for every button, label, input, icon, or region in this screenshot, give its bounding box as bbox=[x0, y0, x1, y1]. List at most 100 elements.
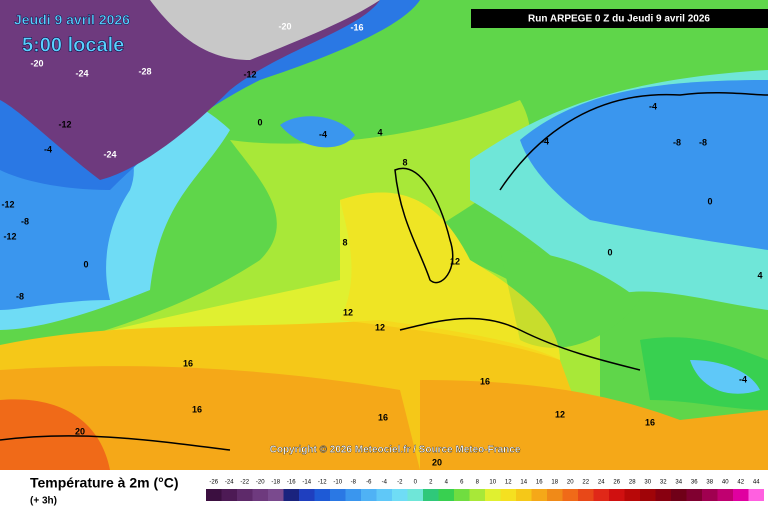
coastlines bbox=[0, 92, 768, 451]
contour-label: -20 bbox=[278, 21, 291, 31]
contour-label: 16 bbox=[378, 412, 388, 422]
legend-swatch bbox=[345, 489, 361, 501]
legend-label: 34 bbox=[675, 480, 682, 486]
legend-swatch bbox=[609, 489, 625, 501]
legend-label: 30 bbox=[644, 480, 651, 486]
legend-swatch bbox=[283, 489, 299, 501]
contour-label: 0 bbox=[707, 196, 712, 206]
legend-label: 6 bbox=[460, 480, 464, 486]
time-label: 5:00 locale bbox=[22, 34, 124, 56]
legend-swatch bbox=[330, 489, 346, 501]
legend-label: -24 bbox=[225, 480, 234, 486]
run-title: Run ARPEGE 0 Z du Jeudi 9 avril 2026 bbox=[528, 14, 710, 25]
legend-label: 26 bbox=[613, 480, 620, 486]
contour-label: -4 bbox=[739, 374, 747, 384]
legend-label: 20 bbox=[567, 480, 574, 486]
legend-label: 42 bbox=[737, 480, 744, 486]
contour-label: 20 bbox=[432, 457, 442, 467]
contour-label: -12 bbox=[3, 231, 16, 241]
legend-swatch bbox=[392, 489, 408, 501]
legend-swatch bbox=[717, 489, 733, 501]
legend-swatch bbox=[516, 489, 532, 501]
contour-label: -4 bbox=[319, 129, 327, 139]
contour-label: -12 bbox=[58, 119, 71, 129]
contour-label: 12 bbox=[450, 256, 460, 266]
legend-swatch bbox=[314, 489, 330, 501]
legend-label: 44 bbox=[753, 480, 760, 486]
legend-swatch bbox=[237, 489, 253, 501]
legend-swatch bbox=[407, 489, 423, 501]
legend-swatch bbox=[531, 489, 547, 501]
legend-label: -10 bbox=[333, 480, 342, 486]
legend-label: -22 bbox=[240, 480, 249, 486]
legend-label: 10 bbox=[489, 480, 496, 486]
contour-label: -24 bbox=[103, 149, 116, 159]
contour-label: 16 bbox=[480, 376, 490, 386]
legend-label: 12 bbox=[505, 480, 512, 486]
legend-swatch bbox=[547, 489, 563, 501]
legend-label: 4 bbox=[445, 480, 449, 486]
legend-swatch bbox=[438, 489, 454, 501]
contour-label: 0 bbox=[607, 247, 612, 257]
legend-label: 24 bbox=[598, 480, 605, 486]
legend-swatch bbox=[469, 489, 485, 501]
legend-swatch bbox=[702, 489, 718, 501]
contour-label: -24 bbox=[75, 68, 88, 78]
footer-title: Température à 2m (°C) bbox=[30, 475, 179, 491]
legend-label: -26 bbox=[209, 480, 218, 486]
legend-swatch bbox=[221, 489, 237, 501]
legend-label: 0 bbox=[414, 480, 418, 486]
legend-label: 36 bbox=[691, 480, 698, 486]
color-legend: -26 -24 -22 -20 -18 -16 -14 -12 -10 -8 -6 -4 -2 0 2 4 6 8… bbox=[206, 480, 764, 501]
legend-label: 18 bbox=[551, 480, 558, 486]
legend-label: 8 bbox=[476, 480, 480, 486]
contour-label: -8 bbox=[699, 137, 707, 147]
contour-label: -12 bbox=[1, 199, 14, 209]
contour-label: -20 bbox=[30, 58, 43, 68]
contour-label: 12 bbox=[555, 409, 565, 419]
legend-label: -2 bbox=[397, 480, 403, 486]
legend-label: 16 bbox=[536, 480, 543, 486]
contour-labels: -20 -24 -28 -24 -12 -4 -12 -8 -12 -8 0 -16 -20 -12 0 4 -… bbox=[1, 21, 762, 467]
legend-label: -20 bbox=[256, 480, 265, 486]
legend-swatch bbox=[361, 489, 377, 501]
legend-swatch bbox=[593, 489, 609, 501]
legend-swatch bbox=[500, 489, 516, 501]
run-banner bbox=[471, 9, 768, 28]
legend-swatch bbox=[423, 489, 439, 501]
legend-swatch bbox=[206, 489, 222, 501]
legend-swatch bbox=[578, 489, 594, 501]
contour-label: 12 bbox=[375, 322, 385, 332]
contour-label: 0 bbox=[257, 117, 262, 127]
legend-label: -6 bbox=[366, 480, 372, 486]
legend-swatch bbox=[376, 489, 392, 501]
legend-swatch bbox=[686, 489, 702, 501]
contour-label: -4 bbox=[44, 144, 52, 154]
legend-swatch bbox=[733, 489, 749, 501]
legend-label: 38 bbox=[706, 480, 713, 486]
legend-label: -8 bbox=[351, 480, 357, 486]
contour-label: 16 bbox=[183, 358, 193, 368]
legend-label: -4 bbox=[382, 480, 388, 486]
legend-swatch bbox=[671, 489, 687, 501]
copyright: Copyright © 2026 Meteociel.fr / Source M… bbox=[270, 445, 521, 456]
footer-step: (+ 3h) bbox=[30, 496, 57, 507]
contour-label: 8 bbox=[402, 157, 407, 167]
contour-label: -4 bbox=[649, 101, 657, 111]
contour-label: -16 bbox=[350, 22, 363, 32]
contour-label: -4 bbox=[541, 136, 549, 146]
legend-swatch bbox=[562, 489, 578, 501]
contour-label: -12 bbox=[243, 69, 256, 79]
legend-label: 2 bbox=[429, 480, 433, 486]
legend-swatch bbox=[454, 489, 470, 501]
contour-label: 12 bbox=[343, 307, 353, 317]
contour-label: -8 bbox=[16, 291, 24, 301]
legend-label: 22 bbox=[582, 480, 589, 486]
contour-label: 16 bbox=[645, 417, 655, 427]
legend-label: -18 bbox=[271, 480, 280, 486]
legend-swatch bbox=[485, 489, 501, 501]
contour-label: 20 bbox=[75, 426, 85, 436]
legend-label: -12 bbox=[318, 480, 327, 486]
contour-label: -8 bbox=[673, 137, 681, 147]
